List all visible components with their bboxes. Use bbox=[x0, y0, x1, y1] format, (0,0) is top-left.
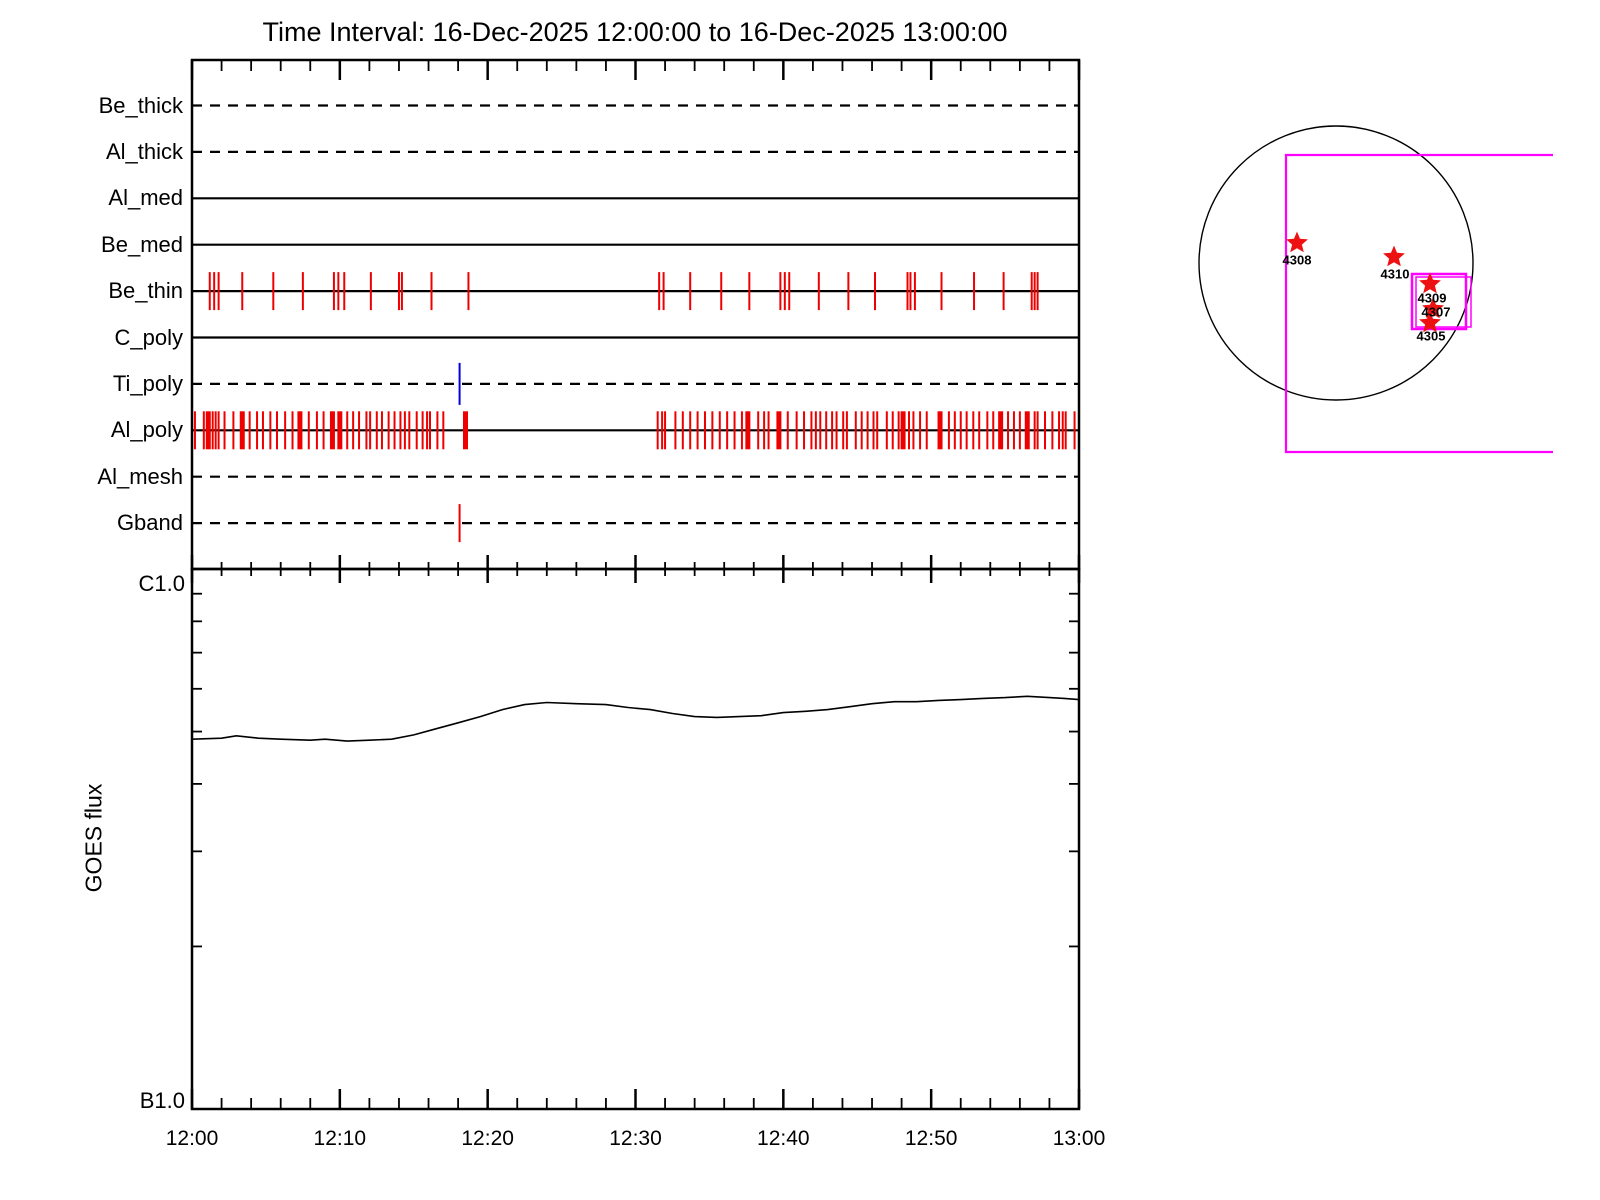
goes-axis-top-label: C1.0 bbox=[138, 571, 185, 596]
filter-label-Al_med: Al_med bbox=[108, 185, 183, 211]
filter-label-Al_mesh: Al_mesh bbox=[97, 463, 183, 489]
time-label-13:00: 13:00 bbox=[1052, 1127, 1106, 1150]
solar-disk-limb bbox=[1198, 125, 1474, 401]
filter-label-C_poly: C_poly bbox=[114, 324, 183, 350]
active-region-star-4308 bbox=[1286, 231, 1308, 253]
filter-panel-frame bbox=[190, 58, 1081, 571]
active-region-number-4310: 4310 bbox=[1380, 266, 1410, 282]
active-region-number-4309: 4309 bbox=[1417, 290, 1447, 306]
filter-label-Al_thick: Al_thick bbox=[105, 138, 183, 164]
filter-label-Be_med: Be_med bbox=[101, 231, 183, 257]
filter-label-Al_poly: Al_poly bbox=[110, 417, 183, 443]
filter-label-Gband: Gband bbox=[116, 510, 183, 536]
time-label-12:20: 12:20 bbox=[461, 1127, 514, 1150]
active-region-number-4308: 4308 bbox=[1282, 252, 1312, 268]
time-label-12:00: 12:00 bbox=[165, 1127, 219, 1150]
active-region-star-4310 bbox=[1383, 245, 1405, 267]
filter-label-Be_thick: Be_thick bbox=[98, 92, 183, 118]
goes-axis-bottom-label: B1.0 bbox=[139, 1088, 185, 1113]
fov-box bbox=[1284, 153, 1553, 454]
active-region-star-4309 bbox=[1419, 272, 1441, 294]
chart-title: Time Interval: 16-Dec-2025 12:00:00 to 1… bbox=[262, 17, 1008, 47]
filter-label-Ti_poly: Ti_poly bbox=[112, 370, 183, 396]
target-box-0 bbox=[1410, 272, 1468, 331]
goes-flux-curve bbox=[191, 695, 1080, 742]
time-label-12:30: 12:30 bbox=[609, 1127, 662, 1150]
target-box-1 bbox=[1415, 276, 1472, 328]
active-region-star-4307 bbox=[1422, 297, 1444, 319]
active-region-number-4305: 4305 bbox=[1416, 328, 1446, 344]
goes-y-axis-title: GOES flux bbox=[80, 783, 107, 893]
goes-panel-frame bbox=[190, 567, 1081, 1111]
time-label-12:40: 12:40 bbox=[757, 1127, 810, 1150]
filter-label-Be_thin: Be_thin bbox=[108, 278, 183, 304]
time-label-12:10: 12:10 bbox=[313, 1127, 367, 1150]
active-region-star-4305 bbox=[1419, 311, 1441, 333]
active-region-number-4307: 4307 bbox=[1421, 304, 1451, 320]
time-label-12:50: 12:50 bbox=[904, 1127, 958, 1150]
